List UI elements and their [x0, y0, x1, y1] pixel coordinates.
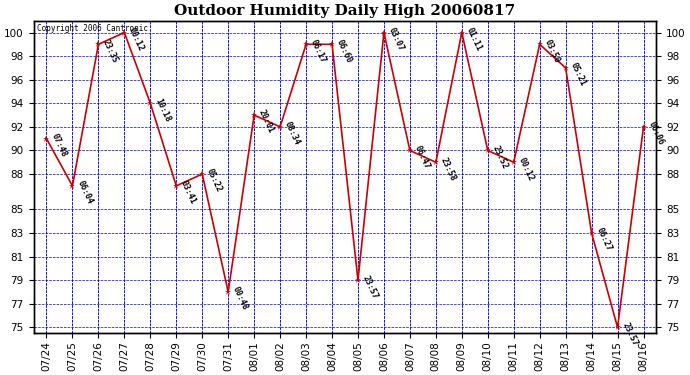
Text: 23:57: 23:57 — [361, 274, 380, 300]
Title: Outdoor Humidity Daily High 20060817: Outdoor Humidity Daily High 20060817 — [175, 4, 515, 18]
Text: 23:35: 23:35 — [101, 38, 120, 64]
Text: 03:50: 03:50 — [542, 38, 561, 64]
Text: 07:48: 07:48 — [49, 132, 68, 159]
Text: 06:60: 06:60 — [335, 38, 353, 64]
Text: 20:01: 20:01 — [257, 108, 275, 135]
Text: 23:52: 23:52 — [491, 144, 509, 170]
Text: 05:21: 05:21 — [569, 62, 587, 88]
Text: 06:17: 06:17 — [309, 38, 328, 64]
Text: 03:07: 03:07 — [386, 26, 406, 53]
Text: 06:47: 06:47 — [413, 144, 431, 170]
Text: 06:04: 06:04 — [75, 179, 94, 206]
Text: 06:06: 06:06 — [647, 120, 665, 147]
Text: 23:57: 23:57 — [620, 321, 639, 347]
Text: 00:12: 00:12 — [517, 156, 535, 182]
Text: 05:22: 05:22 — [205, 168, 224, 194]
Text: 23:58: 23:58 — [439, 156, 457, 182]
Text: 01:11: 01:11 — [464, 26, 483, 53]
Text: 08:34: 08:34 — [283, 120, 302, 147]
Text: 03:41: 03:41 — [179, 179, 198, 206]
Text: 00:48: 00:48 — [231, 285, 250, 312]
Text: 06:27: 06:27 — [594, 226, 613, 253]
Text: Copyright 2006 Cantronic: Copyright 2006 Cantronic — [37, 24, 148, 33]
Text: 00:12: 00:12 — [127, 26, 146, 53]
Text: 10:18: 10:18 — [153, 97, 172, 123]
